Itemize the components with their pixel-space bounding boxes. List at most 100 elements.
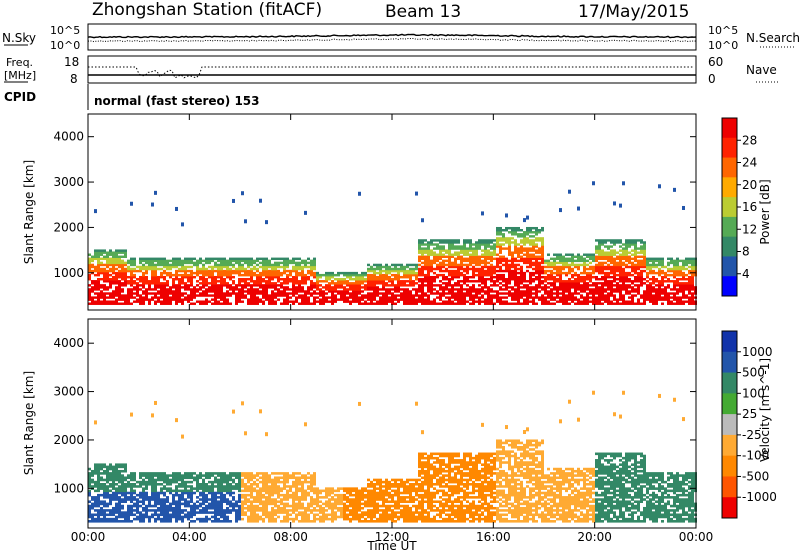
power-cell: [247, 265, 250, 269]
power-cell: [505, 286, 508, 289]
power-cell: [226, 267, 229, 271]
velocity-cell: [226, 509, 229, 512]
velocity-cell: [199, 517, 202, 521]
power-cell: [484, 261, 487, 265]
power-cell: [478, 290, 481, 293]
power-cell: [442, 265, 445, 269]
power-cell: [169, 290, 172, 293]
noise-right-label: N.Search: [746, 31, 800, 45]
power-cell: [145, 278, 148, 281]
power-cell: [472, 253, 475, 256]
power-cell: [622, 261, 625, 265]
power-cell: [106, 265, 109, 269]
power-cell: [373, 302, 376, 305]
power-cell: [553, 286, 556, 289]
power-cell: [226, 269, 229, 273]
power-cell: [424, 243, 427, 246]
power-cell: [346, 282, 349, 285]
velocity-cell: [175, 517, 178, 521]
power-cell: [457, 239, 460, 242]
velocity-cell: [220, 506, 223, 510]
power-cell: [604, 298, 607, 301]
power-cell: [394, 294, 397, 297]
power-cell: [610, 290, 613, 293]
power-cell: [94, 300, 97, 303]
power-cell: [91, 282, 94, 285]
velocity-cell: [178, 474, 181, 477]
power-cell: [478, 269, 481, 273]
power-cell: [337, 273, 340, 277]
power-cell: [271, 273, 274, 277]
power-cell: [118, 288, 121, 291]
power-cell: [118, 284, 121, 287]
power-cell: [97, 282, 100, 285]
power-cell: [238, 273, 241, 277]
power-cell: [502, 235, 505, 238]
power-cell: [670, 296, 673, 299]
velocity-cell: [199, 504, 202, 508]
velocity-cell: [154, 504, 157, 508]
velocity-cell: [103, 502, 106, 506]
power-cell: [556, 280, 559, 283]
power-cell: [370, 275, 373, 279]
velocity-cell: [241, 489, 244, 493]
power-cell: [598, 251, 601, 254]
power-cell: [112, 275, 115, 279]
power-cell: [283, 261, 286, 265]
power-cell: [685, 259, 688, 263]
power-cell: [427, 259, 430, 263]
power-cell: [619, 269, 622, 273]
power-cell: [544, 280, 547, 283]
velocity-cell: [259, 517, 262, 521]
power-cell: [502, 280, 505, 283]
power-cell: [175, 278, 178, 281]
power-cell: [220, 265, 223, 269]
power-cell: [553, 259, 556, 263]
power-cell: [220, 263, 223, 267]
velocity-cell: [205, 498, 208, 501]
power-cell: [472, 247, 475, 250]
power-cell: [271, 294, 274, 297]
power-cell: [517, 251, 520, 254]
power-cell: [529, 231, 532, 234]
power-cell: [466, 253, 469, 256]
power-cell: [439, 245, 442, 248]
power-cell: [235, 267, 238, 271]
power-cell: [304, 259, 307, 263]
power-cell: [469, 261, 472, 265]
velocity-cell: [124, 487, 127, 490]
power-cell: [676, 284, 679, 287]
power-cell: [367, 284, 370, 287]
power-cell: [643, 249, 646, 252]
power-cell: [94, 296, 97, 299]
velocity-cell: [220, 478, 223, 482]
power-cell: [223, 273, 226, 277]
power-cell: [610, 261, 613, 265]
power-cell: [274, 273, 277, 277]
power-cell: [121, 302, 124, 305]
velocity-cell: [178, 476, 181, 480]
velocity-cell: [193, 513, 196, 517]
velocity-cell: [190, 474, 193, 477]
power-cell: [517, 288, 520, 291]
power-cell: [499, 247, 502, 250]
power-cell: [151, 275, 154, 279]
power-cell: [505, 247, 508, 250]
velocity-cell: [145, 504, 148, 508]
velocity-cell: [214, 493, 217, 497]
power-cell: [502, 263, 505, 267]
power-cell: [331, 302, 334, 305]
power-cell: [505, 296, 508, 299]
velocity-cell: [88, 500, 91, 504]
power-cell: [319, 284, 322, 287]
power-cell: [574, 296, 577, 299]
power-cell: [601, 271, 604, 275]
noise-left-label: N.Sky: [2, 31, 36, 45]
power-cell: [454, 261, 457, 265]
power-cell: [625, 292, 628, 295]
power-cell: [166, 273, 169, 277]
power-cell: [559, 253, 562, 256]
velocity-cell: [190, 498, 193, 501]
power-cell: [112, 280, 115, 283]
power-cell: [355, 282, 358, 285]
